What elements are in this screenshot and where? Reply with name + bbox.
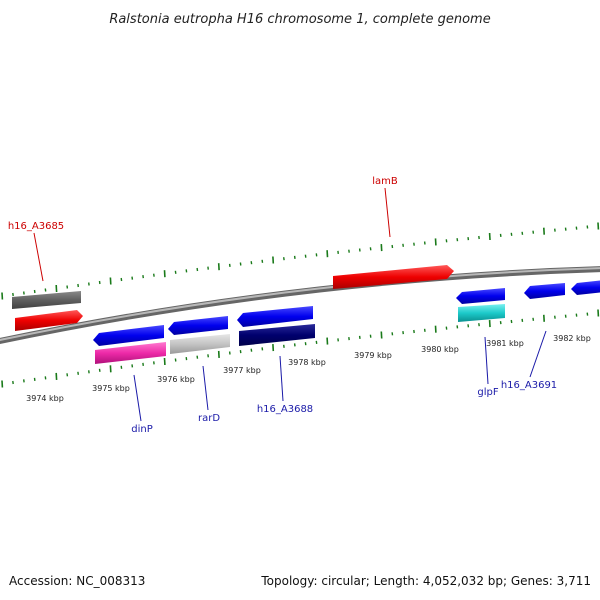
leader-lamB — [384, 187, 391, 238]
map-title: Ralstonia eutropha H16 chromosome 1, com… — [109, 12, 490, 27]
accession-text: Accession: NC_008313 — [9, 574, 146, 588]
gene-label-h16-A3691[interactable]: h16_A3691 — [501, 380, 557, 391]
gene-arrow-rarD[interactable] — [168, 316, 228, 335]
label-leaders — [33, 187, 547, 422]
chromosome-backbone — [0, 266, 600, 345]
gene-label-rarD[interactable]: rarD — [198, 413, 220, 424]
leader-h16-A3691 — [529, 330, 547, 378]
gene-labels: h16_A3685 lamB dinP rarD h16_A3688 glpF … — [8, 176, 557, 435]
leader-h16-A3688 — [279, 355, 284, 402]
gene-arrow-light-grey[interactable] — [170, 334, 230, 354]
gene-arrow-h16-A3691[interactable] — [524, 283, 565, 299]
gene-arrow-dinP[interactable] — [93, 325, 164, 346]
gene-arrow-navy[interactable] — [239, 324, 315, 346]
genome-stats-text: Topology: circular; Length: 4,052,032 bp… — [261, 574, 591, 588]
scale-label: 3976 kbp — [157, 375, 195, 384]
gene-arrow-h16-A3685[interactable] — [15, 310, 83, 331]
outer-tick-row — [1, 222, 600, 300]
scale-label: 3981 kbp — [486, 339, 524, 348]
leader-rarD — [202, 365, 209, 411]
gene-arrow-next[interactable] — [571, 280, 600, 295]
gene-arrow-pink[interactable] — [95, 342, 166, 364]
scale-label: 3979 kbp — [354, 351, 392, 360]
gene-label-glpF[interactable]: glpF — [477, 387, 498, 398]
scale-label: 3982 kbp — [553, 334, 591, 343]
forward-strand-genes — [12, 265, 454, 309]
leader-h16-A3685 — [33, 232, 44, 282]
gene-label-h16-A3685[interactable]: h16_A3685 — [8, 221, 64, 232]
gene-arrow-cyan[interactable] — [458, 304, 505, 322]
inner-tick-row — [1, 309, 600, 388]
gene-arrow-grey[interactable] — [12, 291, 81, 309]
gene-arrow-lamB[interactable] — [333, 265, 454, 289]
reverse-strand-genes — [15, 280, 600, 364]
scale-label: 3978 kbp — [288, 358, 326, 367]
gene-label-h16-A3688[interactable]: h16_A3688 — [257, 404, 313, 415]
gene-arrow-glpF-forward[interactable] — [456, 288, 505, 304]
leader-dinP — [133, 374, 142, 422]
leader-glpF — [484, 336, 489, 385]
scale-label: 3977 kbp — [223, 366, 261, 375]
gene-label-dinP[interactable]: dinP — [131, 424, 153, 435]
scale-labels: 3974 kbp 3975 kbp 3976 kbp 3977 kbp 3978… — [26, 334, 591, 403]
chromosome-backbone-highlight — [0, 267, 600, 341]
scale-label: 3980 kbp — [421, 345, 459, 354]
gene-arrow-h16-A3688[interactable] — [237, 306, 313, 327]
scale-label: 3975 kbp — [92, 384, 130, 393]
scale-label: 3974 kbp — [26, 394, 64, 403]
gene-label-lamB[interactable]: lamB — [372, 176, 398, 187]
